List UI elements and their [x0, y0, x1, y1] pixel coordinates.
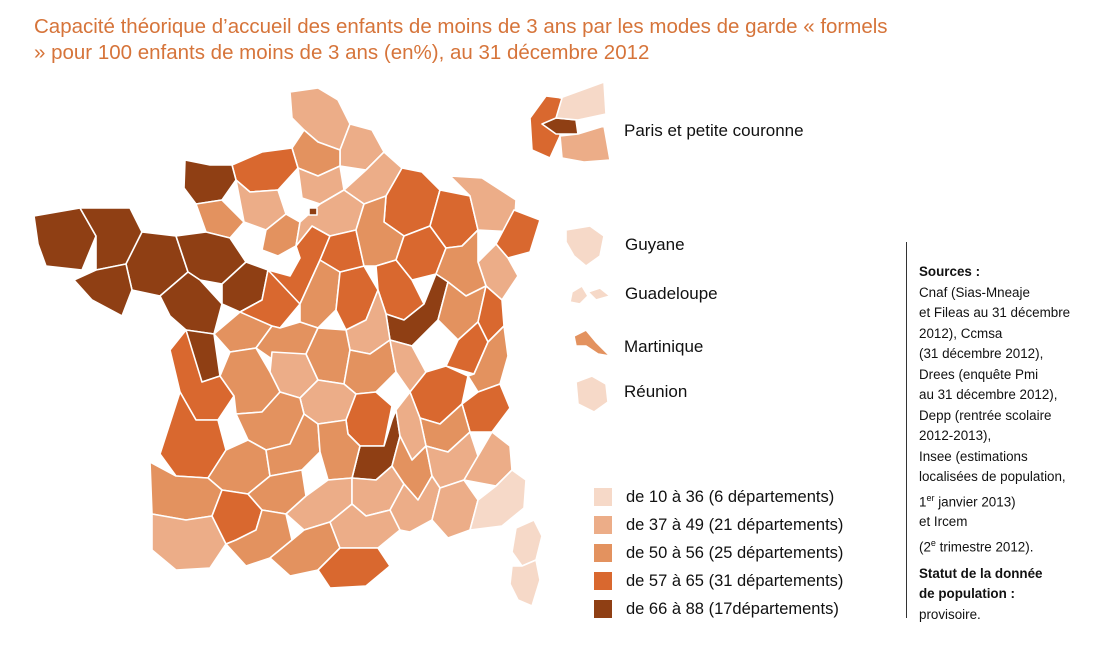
- guadeloupe-shape: [569, 285, 589, 305]
- inset-label-reunion: Réunion: [624, 382, 688, 401]
- department-region: [73, 263, 133, 317]
- legend-item: de 10 à 36 (6 départements): [594, 483, 843, 511]
- sources-line: au 31 décembre 2012),: [919, 387, 1058, 402]
- sources-line: Insee (estimations: [919, 448, 1028, 464]
- sources-line-trimestre: (2e trimestre 2012).: [919, 537, 1034, 555]
- inset-label-guadeloupe: Guadeloupe: [625, 284, 718, 303]
- paris-inset-region: [555, 81, 607, 121]
- sources-line: localisées de population,: [919, 469, 1066, 484]
- paris-marker: [308, 207, 318, 216]
- departments-layer: [33, 87, 543, 607]
- department-region: [151, 513, 227, 571]
- inset-label-guyane: Guyane: [625, 235, 685, 254]
- sources-line: et Fileas au 31 décembre: [919, 305, 1071, 320]
- statut-heading: de population :: [919, 586, 1015, 602]
- legend-swatch: [594, 600, 612, 618]
- map-legend: de 10 à 36 (6 départements) de 37 à 49 (…: [594, 483, 843, 623]
- martinique-shape: [573, 329, 611, 357]
- department-region: [469, 469, 527, 531]
- legend-label: de 50 à 56 (25 départements): [626, 543, 844, 562]
- legend-label: de 57 à 65 (31 départements): [626, 571, 844, 590]
- statut-value: provisoire.: [919, 606, 981, 622]
- legend-swatch: [594, 572, 612, 590]
- legend-item: de 57 à 65 (31 départements): [594, 567, 843, 595]
- department-region: [159, 271, 223, 335]
- department-region: [195, 199, 245, 239]
- inset-label-paris: Paris et petite couronne: [624, 121, 804, 140]
- department-region: [461, 383, 511, 433]
- sources-line-january: 1er janvier 2013): [919, 492, 1016, 509]
- paris-inset-region: [559, 125, 611, 163]
- legend-label: de 66 à 88 (17départements): [626, 599, 839, 618]
- legend-label: de 10 à 36 (6 départements): [626, 487, 835, 506]
- guadeloupe-shape: [587, 287, 611, 301]
- department-region: [319, 229, 365, 273]
- insets-layer: [529, 81, 611, 413]
- department-region: [511, 519, 543, 567]
- department-region: [317, 419, 361, 481]
- department-region: [495, 209, 541, 259]
- map-title: Capacité théorique d’accueil des enfants…: [34, 15, 888, 64]
- sources-panel: Sources : Cnaf (Sias-Mneaje et Fileas au…: [906, 242, 1102, 622]
- department-region: [317, 547, 391, 589]
- legend-item: de 37 à 49 (21 départements): [594, 511, 843, 539]
- legend-swatch: [594, 544, 612, 562]
- sources-line: 2012-2013),: [919, 428, 992, 443]
- paris-inset-region: [541, 117, 579, 135]
- inset-label-martinique: Martinique: [624, 337, 704, 356]
- legend-label: de 37 à 49 (21 départements): [626, 515, 844, 534]
- legend-item: de 50 à 56 (25 départements): [594, 539, 843, 567]
- sources-line: Drees (enquête Pmi: [919, 366, 1039, 382]
- department-region: [183, 159, 237, 205]
- department-region: [509, 559, 541, 607]
- sources-line: Cnaf (Sias-Mneaje: [919, 284, 1030, 300]
- reunion-shape: [575, 375, 609, 413]
- legend-swatch: [594, 516, 612, 534]
- legend-item: de 66 à 88 (17départements): [594, 595, 843, 623]
- statut-heading: Statut de la donnée: [919, 565, 1043, 581]
- legend-swatch: [594, 488, 612, 506]
- guyane-shape: [565, 225, 605, 267]
- department-region: [445, 321, 489, 375]
- sources-line: et Ircem: [919, 514, 968, 530]
- sources-line: Depp (rentrée scolaire: [919, 407, 1052, 423]
- sources-line: 2012), Ccmsa: [919, 325, 1003, 341]
- sources-line: (31 décembre 2012),: [919, 346, 1044, 361]
- sources-heading: Sources :: [919, 264, 981, 279]
